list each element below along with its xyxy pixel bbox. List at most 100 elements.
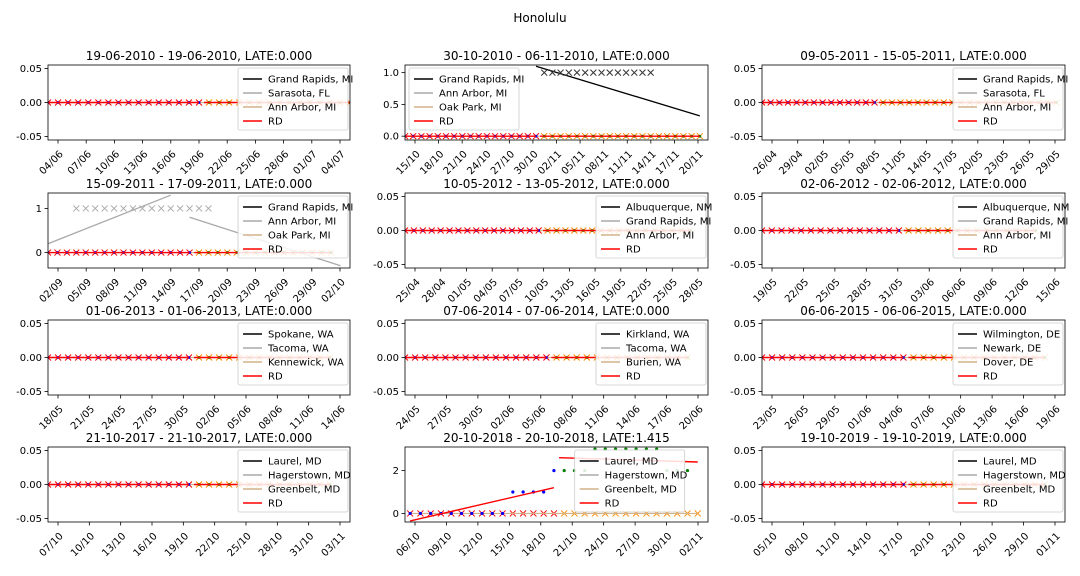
legend-entry: RD <box>268 499 283 510</box>
x-tick-label: 10/05 <box>523 277 551 305</box>
legend-entry: RD <box>268 372 283 383</box>
x-tick-label: 19/10 <box>163 531 191 559</box>
x-tick-label: 21/10 <box>442 149 470 177</box>
x-tick-label: 13/05 <box>549 277 577 305</box>
legend-box <box>237 322 349 386</box>
x-tick-label: 09/06 <box>972 277 1000 305</box>
x-tick-label: 16/05 <box>575 277 603 305</box>
y-tick-label: 0.00 <box>20 480 42 491</box>
y-tick-label: 0.05 <box>20 319 42 330</box>
series-cross-marker <box>622 69 630 76</box>
x-tick-label: 25/05 <box>815 277 843 305</box>
series-cross-marker <box>557 69 564 76</box>
x-tick-label: 26/05 <box>783 404 811 432</box>
legend-box <box>952 67 1064 131</box>
x-tick-label: 22/06 <box>207 149 235 177</box>
x-tick-label: 22/05 <box>626 277 654 305</box>
legend-entry: Sarasota, FL <box>268 89 330 100</box>
x-tick-label: 30/05 <box>163 404 191 432</box>
blue-dot <box>521 490 525 494</box>
x-tick-label: 08/05 <box>855 149 883 177</box>
panel-title: 20-10-2018 - 20-10-2018, LATE:1.415 <box>443 431 670 445</box>
legend-entry: Grand Rapids, MI <box>268 75 353 86</box>
x-tick-label: 29/09 <box>291 277 319 305</box>
y-tick-label: 0.5 <box>383 100 399 111</box>
x-tick-label: 22/10 <box>194 531 222 559</box>
axes-frame <box>404 446 709 523</box>
x-tick-label: 21/10 <box>552 531 580 559</box>
x-tick-label: 14/09 <box>150 277 178 305</box>
x-tick-label: 04/05 <box>472 277 500 305</box>
legend: Albuquerque, NM Grand Rapids, MI Ann Arbor… <box>595 195 712 259</box>
panel-title: 19-06-2010 - 19-06-2010, LATE:0.000 <box>86 49 313 63</box>
legend-entry: Ann Arbor, MI <box>983 103 1051 114</box>
legend-box <box>952 449 1064 513</box>
legend-entry: Newark, DE <box>983 344 1041 355</box>
x-tick-label: 26/04 <box>752 149 780 177</box>
y-tick-label: 0.00 <box>20 353 42 364</box>
series-cross-marker <box>205 205 212 212</box>
blue-dot <box>449 511 453 516</box>
legend-entry: Burien, WA <box>626 358 681 369</box>
series-cross-marker <box>176 205 184 212</box>
legend-box <box>237 195 349 259</box>
legend-entry: Ann Arbor, MI <box>268 217 336 228</box>
x-tick-label: 28/10 <box>257 531 285 559</box>
x-tick-label: 15/06 <box>1035 277 1063 305</box>
series-cross-marker <box>148 205 156 212</box>
series-cross-marker <box>82 205 90 212</box>
x-tick-label: 25/04 <box>395 277 423 305</box>
y-tick-label: 0 <box>36 248 42 259</box>
x-tick-label: 07/06 <box>66 149 94 177</box>
legend-box <box>408 67 520 131</box>
x-tick-label: 23/10 <box>940 531 968 559</box>
series-cross-marker <box>573 69 581 76</box>
x-tick-label: 04/07 <box>320 149 348 177</box>
legend-box <box>952 195 1064 259</box>
series-cross-marker <box>565 69 573 76</box>
legend-entry: Tacoma, WA <box>625 344 687 355</box>
y-tick-label: 0.00 <box>734 480 756 491</box>
legend-entry: RD <box>605 499 620 510</box>
blue-dot <box>480 511 484 516</box>
plot-area <box>405 65 704 140</box>
x-tick-label: 20/09 <box>207 277 235 305</box>
x-tick-label: 26/05 <box>1009 149 1037 177</box>
x-tick-label: 17/09 <box>179 277 207 305</box>
x-tick-label: 24/10 <box>465 149 493 177</box>
x-tick-label: 01/11 <box>1035 531 1063 559</box>
x-tick-label: 20/11 <box>678 149 706 177</box>
panel-title: 21-10-2017 - 21-10-2017, LATE:0.000 <box>86 431 313 445</box>
x-tick-label: 09/10 <box>426 531 454 559</box>
x-tick-label: 14/05 <box>906 149 934 177</box>
legend-entry: Grand Rapids, MI <box>439 75 524 86</box>
x-tick-label: 28/04 <box>420 277 448 305</box>
x-tick-label: 19/06 <box>1035 404 1063 432</box>
series-cross-marker <box>167 205 175 212</box>
x-tick-label: 02/05 <box>803 149 831 177</box>
legend-entry: Ann Arbor, MI <box>439 89 507 100</box>
x-tick-label: 19/05 <box>600 277 628 305</box>
panel-title: 06-06-2015 - 06-06-2015, LATE:0.000 <box>800 304 1027 318</box>
x-tick-label: 05/11 <box>560 149 588 177</box>
series-cross-marker <box>120 205 127 212</box>
legend-entry: RD <box>268 117 283 128</box>
x-tick-label: 19/05 <box>752 277 780 305</box>
x-tick-label: 29/04 <box>777 149 805 177</box>
x-tick-label: 02/09 <box>38 277 66 305</box>
x-tick-label: 02/06 <box>489 404 517 432</box>
x-tick-label: 11/11 <box>607 149 635 177</box>
series-cross-marker <box>598 69 605 76</box>
x-tick-label: 10/06 <box>94 149 122 177</box>
series-cross-marker <box>101 205 108 212</box>
legend-entry: RD <box>626 372 641 383</box>
series-cross-marker <box>549 69 556 76</box>
x-tick-label: 08/06 <box>552 404 580 432</box>
x-tick-label: 10/10 <box>69 531 97 559</box>
y-tick-label: 0.0 <box>383 132 399 143</box>
y-tick-label: -0.05 <box>730 132 756 143</box>
legend-entry: Greenbelt, MD <box>983 485 1055 496</box>
legend-box <box>574 449 686 513</box>
series-cross-marker <box>91 205 99 212</box>
blue-dot <box>470 511 474 516</box>
